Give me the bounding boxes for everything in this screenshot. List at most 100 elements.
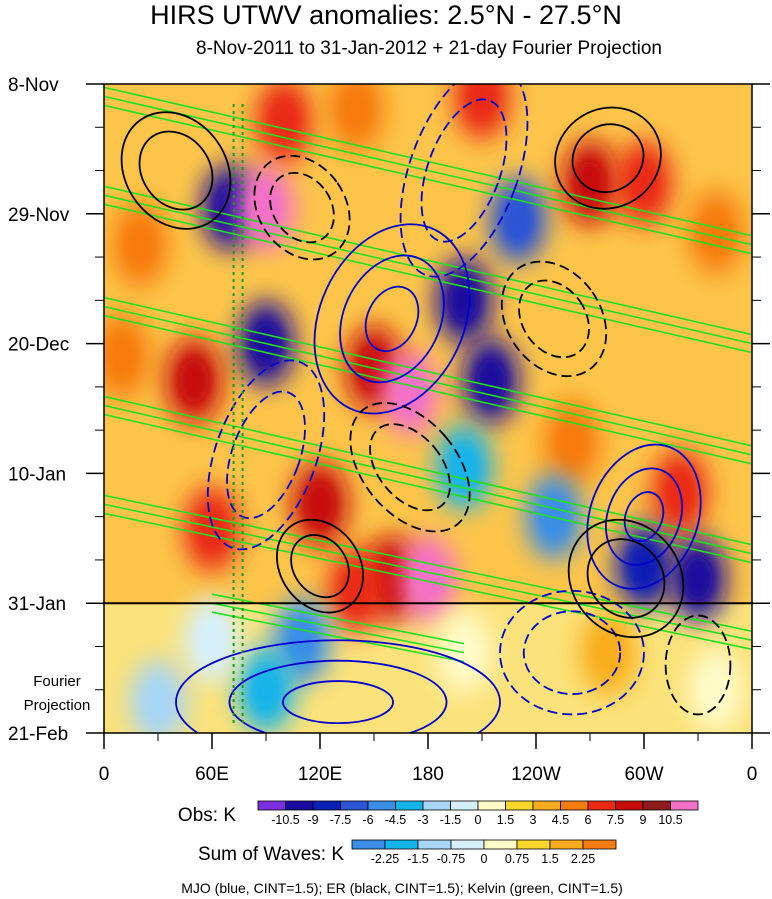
obs-colorbar-level-14: 10.5: [658, 813, 682, 827]
anomaly-blob-core-2: [467, 84, 497, 118]
obs-colorbar-level-4: -4.5: [385, 813, 407, 827]
anomaly-blob-9: [489, 176, 547, 264]
anomaly-blob-1: [327, 84, 385, 152]
anomaly-blob-core-23: [629, 544, 659, 588]
forecast-label-line1: Fourier: [33, 673, 81, 690]
obs-colorbar-level-12: 7.5: [607, 813, 624, 827]
anomaly-blob-12: [165, 337, 223, 424]
obs-colorbar-swatch-15: [670, 800, 699, 811]
reference-lines: [232, 104, 244, 723]
kelvin-line-3-1: [104, 404, 752, 555]
anomaly-blob-core-0: [269, 99, 299, 143]
obs-colorbar-swatch-9: [505, 800, 534, 811]
mjo-ring-1-1: [420, 98, 508, 243]
obs-colorbar-level-2: -7.5: [330, 813, 352, 827]
anomaly-blob-core-20: [197, 507, 227, 551]
kelvin-line-4-1: [104, 503, 752, 642]
kelvin-line-2-0: [104, 296, 752, 447]
waves-colorbar-level-6: 2.25: [571, 852, 595, 866]
anomaly-blob-core-7: [215, 185, 245, 230]
legend-text: MJO (blue, CINT=1.5); ER (black, CINT=1.…: [181, 880, 623, 896]
obs-colorbar-swatch-10: [532, 800, 561, 811]
waves-colorbar-swatch-1: [384, 839, 419, 850]
anomaly-blob-19: [291, 461, 349, 548]
y-tick-label-5: 21-Feb: [8, 724, 68, 745]
kelvin-line-5-2: [211, 611, 465, 663]
anomaly-blob-17: [543, 399, 601, 486]
x-tick-label-4: 120W: [511, 764, 561, 785]
anomaly-blob-core-27: [341, 569, 371, 613]
mjo-contour-0: [313, 223, 471, 415]
er-ring-8-1: [571, 123, 645, 193]
anomaly-blob-6: [111, 201, 169, 288]
anomaly-blob-31: [579, 609, 637, 696]
waves-colorbar-swatch-3: [450, 839, 485, 850]
x-tick-label-3: 180: [412, 764, 444, 785]
er-ring-12-0: [567, 518, 685, 639]
anomaly-blob-8: [237, 164, 295, 251]
er-contour-10: [500, 260, 608, 378]
anomaly-blob-core-34: [701, 668, 731, 712]
er-ring-8-0: [554, 106, 662, 210]
anomaly-blob-27: [327, 547, 385, 635]
mjo-ring-2-1: [605, 467, 683, 566]
obs-colorbar-level-7: 0: [475, 813, 482, 827]
kelvin-line-1-0: [104, 185, 752, 336]
waves-colorbar-level-5: 1.5: [541, 852, 558, 866]
obs-colorbar-label: Obs: K: [178, 805, 236, 826]
anomaly-blob-core-14: [395, 371, 425, 415]
anomaly-blob-32: [183, 597, 241, 684]
obs-colorbar-swatch-6: [422, 800, 451, 811]
er-contour-12: [567, 518, 685, 639]
kelvin-line-2-1: [104, 305, 752, 456]
anomaly-blob-core-25: [377, 556, 407, 601]
kelvin-line-3-0: [104, 395, 752, 546]
obs-colorbar-swatch-3: [340, 800, 369, 811]
mjo-ring-2-2: [623, 491, 665, 543]
obs-colorbar-swatch-5: [395, 800, 424, 811]
er-ring-11-1: [290, 534, 350, 599]
anomaly-blob-4: [615, 139, 673, 227]
er-ring-10-1: [518, 279, 590, 359]
obs-colorbar-swatch-0: [257, 800, 286, 811]
anomaly-blob-core-6: [125, 223, 155, 267]
anomaly-blob-26: [399, 535, 457, 622]
chart-title: HIRS UTWV anomalies: 2.5°N - 27.5°N: [150, 0, 622, 30]
er-contour-6: [120, 111, 232, 230]
anomaly-blob-29: [237, 646, 295, 733]
anomaly-blob-23: [615, 522, 673, 610]
waves-colorbar-level-0: -2.25: [371, 852, 400, 866]
anomaly-blob-core-26: [413, 556, 443, 601]
x-tick-label-2: 120E: [298, 764, 342, 785]
obs-colorbar-level-3: -6: [362, 813, 373, 827]
anomaly-blob-20: [183, 485, 241, 573]
y-tick-label-0: 8-Nov: [8, 75, 59, 96]
mjo-ring-0-0: [313, 223, 471, 415]
obs-colorbar-level-13: 9: [640, 813, 647, 827]
mjo-contour-4: [175, 639, 501, 733]
mjo-ring-0-2: [364, 285, 420, 352]
er-ring-11-0: [276, 518, 364, 614]
anomaly-blob-33: [129, 658, 187, 733]
obs-colorbar-swatch-8: [477, 800, 506, 811]
mjo-ring-5-1: [522, 610, 622, 695]
mjo-ring-1-0: [399, 84, 529, 278]
waves-colorbar-swatch-5: [516, 839, 551, 850]
waves-colorbar-label: Sum of Waves: K: [198, 844, 344, 865]
anomaly-blob-core-9: [503, 198, 533, 242]
mjo-contour-2: [586, 443, 702, 590]
er-ring-9-1: [369, 423, 451, 512]
kelvin-line-4-0: [104, 494, 752, 633]
anomaly-blob-0: [255, 84, 313, 165]
anomaly-blob-core-15: [476, 359, 506, 403]
mjo-ring-2-0: [586, 443, 702, 590]
waves-colorbar-swatch-2: [417, 839, 452, 850]
y-tick-label-2: 20-Dec: [8, 335, 69, 356]
anomaly-field: [104, 84, 752, 733]
x-tick-label-6: 0: [747, 764, 758, 785]
kelvin-line-0-2: [104, 104, 752, 255]
anomaly-blob-2: [453, 84, 511, 140]
er-contour-8: [554, 106, 662, 210]
er-ring-12-1: [586, 538, 666, 619]
obs-colorbar-swatch-14: [642, 800, 671, 811]
